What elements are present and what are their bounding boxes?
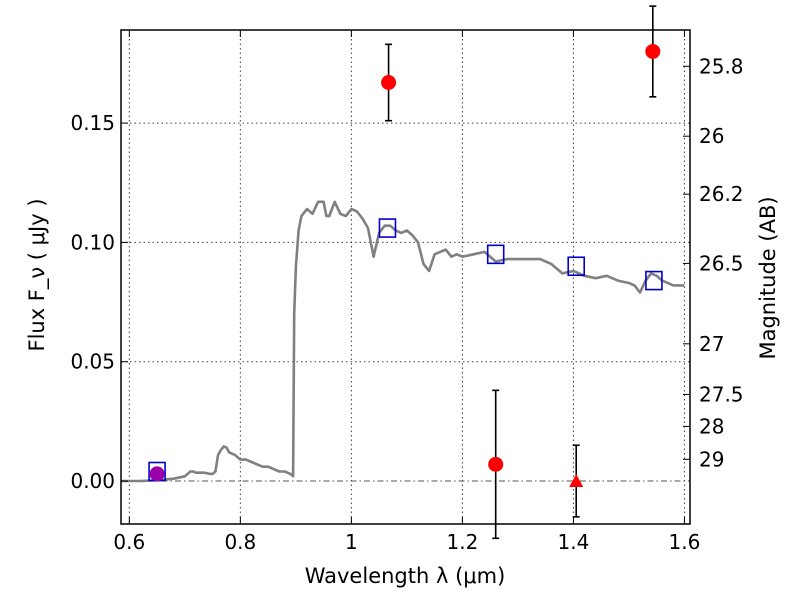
model-spectrum	[121, 200, 685, 483]
y-axis-label: Flux F_ν ( μJy )	[25, 198, 50, 351]
observed-circle-marker	[488, 456, 504, 472]
mag-tick-label: 26.5	[699, 251, 744, 275]
x-tick-label: 0.6	[113, 530, 145, 554]
x-tick-label: 0.8	[224, 530, 256, 554]
observed-photometry	[149, 5, 661, 540]
model-square-marker	[486, 244, 505, 265]
model-square-marker	[378, 218, 397, 238]
y-tick-label: 0.15	[70, 111, 115, 135]
model-photometry-squares	[148, 218, 663, 482]
mag-tick-label: 28	[699, 414, 724, 438]
mag-tick-label: 27.5	[699, 382, 744, 406]
y-tick-label: 0.10	[70, 230, 115, 254]
x-axis-label: Wavelength λ (μm)	[305, 564, 506, 588]
x-tick-label: 1.6	[669, 530, 701, 554]
observed-triangle-marker	[569, 474, 584, 488]
mag-tick-label: 29	[699, 447, 724, 471]
y-tick-label: 0.05	[70, 350, 115, 374]
observed-circle-marker	[149, 466, 165, 482]
x-tick-label: 1	[345, 530, 358, 554]
observed-circle-marker	[645, 43, 661, 59]
model-square-marker	[645, 270, 663, 291]
model-square-marker	[567, 256, 586, 277]
spectrum-line	[121, 200, 685, 483]
mag-tick-label: 26.2	[699, 182, 744, 206]
mag-tick-label: 26	[699, 124, 724, 148]
plot-frame	[120, 29, 691, 525]
tick-labels: 0.6 0.8 1 1.2 1.4 1.6 0.00 0.05 0.10 0.15 25.8 26 26…	[70, 54, 743, 554]
y-tick-label: 0.00	[70, 469, 115, 493]
x-tick-label: 1.2	[446, 530, 478, 554]
mag-tick-label: 27	[699, 332, 724, 356]
axis-ticks	[121, 30, 690, 524]
mag-tick-label: 25.8	[699, 54, 744, 78]
observed-circle-marker	[381, 75, 397, 91]
x-tick-label: 1.4	[558, 530, 590, 554]
y2-axis-label: Magnitude (AB)	[756, 196, 780, 359]
